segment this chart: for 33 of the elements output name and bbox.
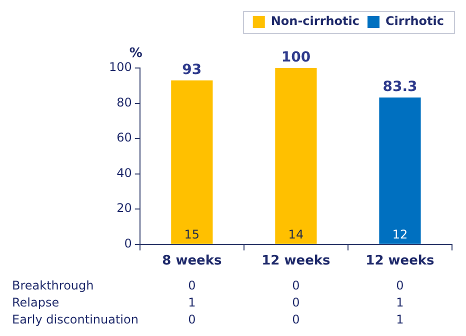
text: 1	[396, 296, 404, 310]
text: 1	[396, 312, 404, 327]
y-axis-title: %	[129, 46, 142, 61]
text: 0	[188, 312, 196, 327]
data-label: 100	[281, 50, 311, 66]
annotation: 15	[184, 228, 200, 242]
y-tick-label: 20	[116, 201, 132, 216]
text: 0	[292, 296, 300, 310]
y-tick-label: 60	[116, 130, 132, 145]
x-tick-label: 12 weeks	[366, 254, 435, 269]
data-label: 83.3	[382, 79, 418, 96]
y-tick-label: 80	[116, 95, 132, 110]
annotation: 12	[392, 228, 408, 242]
text: 0	[396, 278, 404, 293]
text: 1	[188, 296, 196, 310]
text: 0	[292, 312, 300, 327]
text: 0	[292, 278, 300, 293]
legend-label: Cirrhotic	[385, 14, 444, 28]
y-tick-label: 100	[109, 60, 132, 74]
text: Early discontinuation	[12, 312, 138, 327]
text: Breakthrough	[12, 278, 94, 293]
x-tick-label: 8 weeks	[162, 254, 222, 269]
text: 0	[188, 278, 196, 293]
y-tick-label: 40	[116, 166, 132, 180]
x-tick-label: 12 weeks	[262, 254, 331, 269]
data-label: 93	[182, 62, 202, 78]
bar	[379, 97, 421, 244]
annotation: 14	[288, 228, 304, 242]
y-tick-label: 0	[124, 236, 132, 251]
legend-label: Non-cirrhotic	[270, 14, 360, 28]
bar	[275, 68, 317, 244]
text: Relapse	[12, 296, 60, 310]
bar	[171, 80, 213, 244]
